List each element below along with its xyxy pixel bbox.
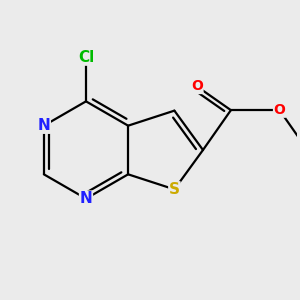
Text: Cl: Cl <box>78 50 94 65</box>
Text: N: N <box>80 191 92 206</box>
Text: O: O <box>191 80 203 93</box>
Text: N: N <box>38 118 50 133</box>
Text: S: S <box>169 182 180 197</box>
Text: O: O <box>274 103 286 117</box>
